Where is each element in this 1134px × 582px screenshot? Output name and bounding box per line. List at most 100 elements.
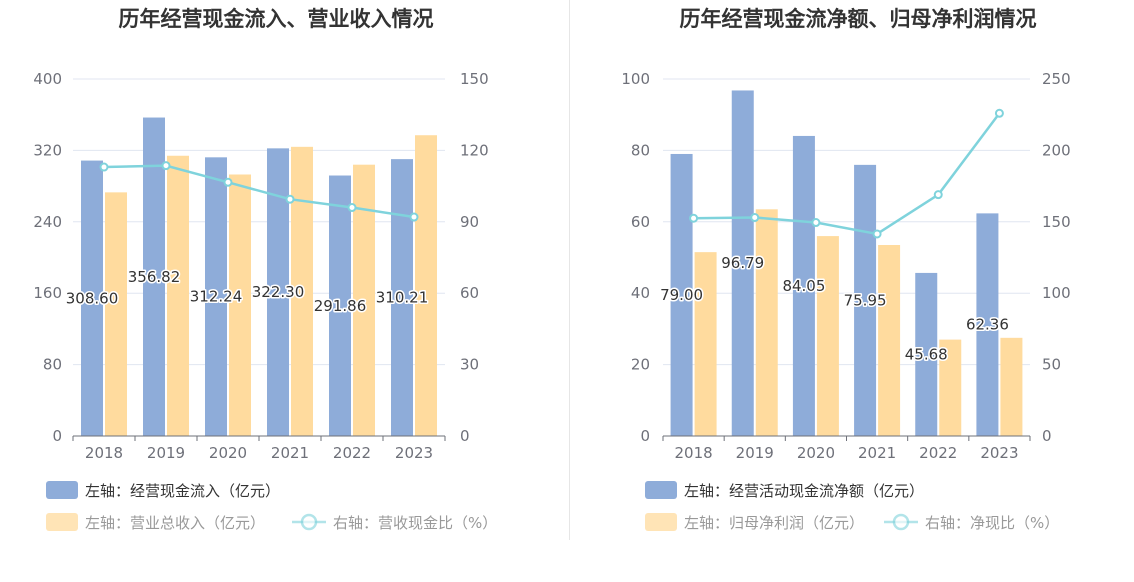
data-label: 312.24 bbox=[190, 288, 243, 306]
y-left-tick-label: 40 bbox=[631, 284, 650, 302]
line-point[interactable] bbox=[409, 212, 419, 222]
legend-label[interactable]: 右轴：净现比（%） bbox=[925, 514, 1059, 532]
x-tick-label: 2019 bbox=[736, 444, 774, 462]
legend-swatch-line-marker bbox=[892, 513, 910, 531]
y-left-tick-label: 320 bbox=[33, 141, 62, 159]
bar-secondary[interactable] bbox=[755, 209, 778, 436]
chart-title: 历年经营现金流净额、归母净利润情况 bbox=[680, 7, 1037, 31]
chart-cash-inflow-revenue: 历年经营现金流入、营业收入情况 308.60 356.82 312.24 322.30… bbox=[33, 7, 497, 532]
legend-label[interactable]: 左轴：经营现金流入（亿元） bbox=[85, 482, 280, 500]
bar-primary[interactable] bbox=[915, 272, 938, 436]
legend-swatch-secondary-bar bbox=[46, 513, 78, 531]
y-left-tick-label: 100 bbox=[621, 70, 650, 88]
bar-primary[interactable] bbox=[143, 117, 165, 436]
line-point[interactable] bbox=[872, 229, 882, 239]
legend-swatch-line-marker bbox=[300, 513, 318, 531]
y-left-tick-label: 160 bbox=[33, 284, 62, 302]
x-tick-label: 2019 bbox=[147, 444, 185, 462]
x-tick-label: 2020 bbox=[797, 444, 835, 462]
y-right-tick-label: 60 bbox=[460, 284, 479, 302]
bar-secondary[interactable] bbox=[167, 155, 189, 436]
y-left-tick-label: 0 bbox=[640, 427, 650, 445]
y-right-tick-label: 0 bbox=[460, 427, 470, 445]
data-label: 356.82 bbox=[128, 268, 181, 286]
bar-primary[interactable] bbox=[81, 160, 103, 436]
data-label: 308.60 bbox=[66, 289, 119, 307]
line-point[interactable] bbox=[750, 213, 760, 223]
legend-label[interactable]: 左轴：营业总收入（亿元） bbox=[85, 514, 265, 532]
y-right-tick-label: 50 bbox=[1042, 356, 1061, 374]
y-left-tick-label: 20 bbox=[631, 356, 650, 374]
bar-primary[interactable] bbox=[731, 90, 754, 436]
bar-primary[interactable] bbox=[391, 159, 413, 436]
bar-primary[interactable] bbox=[792, 135, 815, 436]
line-point[interactable] bbox=[811, 218, 821, 228]
line-point[interactable] bbox=[347, 203, 357, 213]
bar-secondary[interactable] bbox=[878, 245, 901, 436]
bar-primary[interactable] bbox=[670, 153, 693, 436]
y-left-tick-label: 80 bbox=[43, 356, 62, 374]
legend-swatch-secondary-bar bbox=[645, 513, 677, 531]
x-tick-label: 2018 bbox=[85, 444, 123, 462]
x-tick-label: 2021 bbox=[271, 444, 309, 462]
data-label: 84.05 bbox=[782, 277, 825, 295]
bar-primary[interactable] bbox=[976, 213, 999, 436]
x-tick-label: 2021 bbox=[858, 444, 896, 462]
y-right-tick-label: 30 bbox=[460, 356, 479, 374]
data-label: 291.86 bbox=[314, 297, 367, 315]
bar-secondary[interactable] bbox=[353, 164, 375, 436]
line-point[interactable] bbox=[223, 177, 233, 187]
y-left-tick-label: 60 bbox=[631, 213, 650, 231]
bar-secondary[interactable] bbox=[105, 192, 127, 436]
y-right-tick-label: 250 bbox=[1042, 70, 1071, 88]
y-right-tick-label: 100 bbox=[1042, 284, 1071, 302]
ratio-line bbox=[693, 112, 1001, 236]
y-right-tick-label: 90 bbox=[460, 213, 479, 231]
y-left-tick-label: 240 bbox=[33, 213, 62, 231]
line-point[interactable] bbox=[994, 108, 1004, 118]
bar-primary[interactable] bbox=[205, 157, 227, 436]
line-point[interactable] bbox=[689, 213, 699, 223]
y-right-tick-label: 0 bbox=[1042, 427, 1052, 445]
bar-secondary[interactable] bbox=[291, 146, 313, 436]
x-tick-label: 2023 bbox=[395, 444, 433, 462]
legend-label[interactable]: 左轴：经营活动现金流净额（亿元） bbox=[684, 482, 924, 500]
bar-secondary[interactable] bbox=[694, 252, 717, 436]
data-label: 75.95 bbox=[844, 291, 887, 309]
data-label: 96.79 bbox=[721, 254, 764, 272]
ratio-line bbox=[103, 164, 415, 219]
bar-secondary[interactable] bbox=[816, 236, 839, 436]
bar-primary[interactable] bbox=[329, 175, 351, 436]
legend-label[interactable]: 右轴：营收现金比（%） bbox=[333, 514, 497, 532]
x-tick-label: 2023 bbox=[980, 444, 1018, 462]
x-tick-label: 2020 bbox=[209, 444, 247, 462]
data-label: 45.68 bbox=[905, 345, 948, 363]
bar-secondary[interactable] bbox=[415, 135, 437, 437]
chart-panel-net-cash-flow: 历年经营现金流净额、归母净利润情况 79.00 96.79 84.05 75.95 45… bbox=[567, 0, 1134, 582]
legend-swatch-primary-bar bbox=[645, 481, 677, 499]
line-point[interactable] bbox=[161, 161, 171, 171]
bar-secondary[interactable] bbox=[939, 339, 962, 436]
panel-divider bbox=[569, 0, 570, 540]
y-right-tick-label: 200 bbox=[1042, 141, 1071, 159]
x-tick-label: 2022 bbox=[919, 444, 957, 462]
data-label: 322.30 bbox=[252, 283, 305, 301]
y-right-tick-label: 150 bbox=[460, 70, 489, 88]
bar-primary[interactable] bbox=[267, 148, 289, 437]
x-tick-label: 2022 bbox=[333, 444, 371, 462]
line-point[interactable] bbox=[285, 194, 295, 204]
bar-secondary[interactable] bbox=[229, 174, 251, 436]
x-tick-label: 2018 bbox=[674, 444, 712, 462]
y-left-tick-label: 400 bbox=[33, 70, 62, 88]
line-point[interactable] bbox=[99, 162, 109, 172]
y-left-tick-label: 80 bbox=[631, 141, 650, 159]
y-left-tick-label: 0 bbox=[52, 427, 62, 445]
bar-secondary[interactable] bbox=[1000, 337, 1023, 436]
legend-label[interactable]: 左轴：归母净利润（亿元） bbox=[684, 514, 864, 532]
chart-title: 历年经营现金流入、营业收入情况 bbox=[119, 7, 434, 31]
data-label: 79.00 bbox=[660, 286, 703, 304]
chart-net-cash-flow-profit: 历年经营现金流净额、归母净利润情况 79.00 96.79 84.05 75.95 45… bbox=[621, 7, 1071, 532]
line-point[interactable] bbox=[933, 190, 943, 200]
chart-panel-cash-inflow: 历年经营现金流入、营业收入情况 308.60 356.82 312.24 322.30… bbox=[33, 7, 497, 532]
y-right-tick-label: 120 bbox=[460, 141, 489, 159]
